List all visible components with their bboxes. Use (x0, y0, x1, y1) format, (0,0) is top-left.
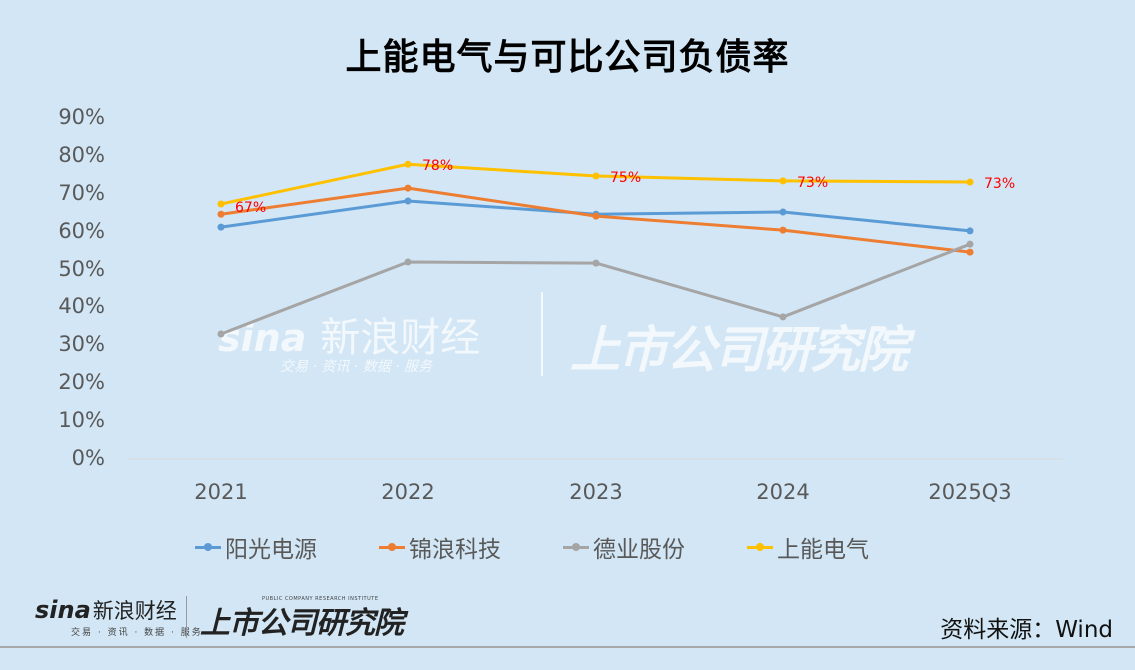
legend-line-marker-icon (379, 543, 405, 551)
data-label: 78% (422, 158, 453, 174)
x-tick-label: 2024 (756, 480, 810, 504)
data-point (592, 259, 600, 267)
data-label: 67% (235, 200, 266, 216)
data-point (779, 313, 787, 321)
data-point (217, 223, 225, 231)
footer-divider (0, 646, 1135, 648)
watermark-institute: 上市公司研究院 (570, 321, 908, 379)
sina-finance-logo: sina新浪财经 交易 · 资讯 · 数据 · 服务 (35, 596, 203, 638)
y-tick-label: 60% (58, 218, 105, 243)
series-德业股份 (217, 240, 974, 338)
data-label: 75% (610, 170, 641, 186)
watermark-sina: sina 新浪财经 (218, 315, 481, 361)
watermark-divider (541, 292, 543, 376)
legend-item-sungrow: 阳光电源 (195, 530, 317, 564)
data-point (404, 184, 412, 192)
data-point (404, 197, 412, 205)
data-point (217, 200, 225, 208)
x-tick-label: 2021 (194, 480, 248, 504)
data-point (404, 160, 412, 168)
y-tick-label: 20% (58, 370, 105, 395)
x-tick-label: 2025Q3 (928, 480, 1012, 504)
y-tick-label: 10% (58, 408, 105, 433)
y-tick-label: 0% (71, 446, 105, 470)
data-point (779, 177, 787, 185)
data-point (592, 172, 600, 180)
x-tick-label: 2023 (569, 480, 623, 504)
data-label: 73% (984, 176, 1015, 192)
data-label: 73% (797, 175, 828, 191)
data-point (966, 248, 974, 256)
legend-item-sineng: 上能电气 (747, 530, 869, 564)
data-point (966, 240, 974, 248)
legend-line-marker-icon (563, 543, 589, 551)
y-tick-label: 30% (58, 332, 105, 357)
data-point (966, 178, 974, 186)
watermark-sina-sub: 交易 · 资讯 · 数据 · 服务 (280, 359, 433, 375)
legend-item-ginlong: 锦浪科技 (379, 530, 501, 564)
chart-legend: 阳光电源 锦浪科技 德业股份 上能电气 (195, 530, 931, 564)
y-tick-label: 90% (58, 105, 105, 129)
x-tick-label: 2022 (381, 480, 435, 504)
y-tick-label: 40% (58, 294, 105, 319)
legend-line-marker-icon (195, 543, 221, 551)
data-point (779, 226, 787, 234)
legend-item-deye: 德业股份 (563, 530, 685, 564)
institute-english-name: PUBLIC COMPANY RESEARCH INSTITUTE (262, 596, 379, 602)
series-上能电气: 67% 78% 75% 73% 73% (217, 158, 1015, 216)
data-source: 资料来源：Wind (940, 617, 1113, 643)
data-point (217, 210, 225, 218)
logo-divider (186, 596, 187, 638)
chart-title: 上能电气与可比公司负债率 (345, 37, 790, 78)
data-point (779, 208, 787, 216)
data-point (217, 330, 225, 338)
y-tick-label: 50% (58, 256, 105, 281)
y-tick-label: 80% (58, 142, 105, 167)
institute-logo: 上市公司研究院 (200, 606, 404, 641)
data-point (592, 212, 600, 220)
y-tick-label: 70% (58, 180, 105, 205)
data-point (966, 227, 974, 235)
series-锦浪科技 (217, 184, 974, 256)
data-point (404, 258, 412, 266)
legend-line-marker-icon (747, 543, 773, 551)
